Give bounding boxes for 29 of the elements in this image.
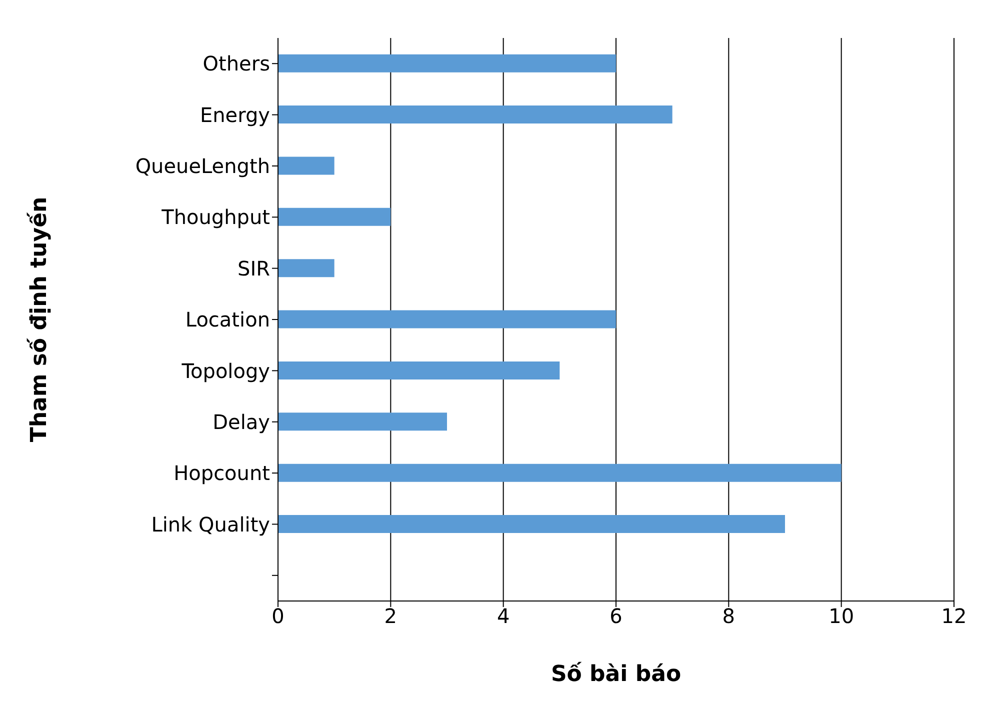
bar <box>278 361 560 380</box>
y-tick-label: Topology <box>180 358 270 383</box>
bar <box>278 464 842 482</box>
bar <box>278 412 447 431</box>
x-tick-label: 0 <box>272 604 284 628</box>
y-axis-title: Tham số định tuyến <box>26 196 52 442</box>
y-tick-label: SIR <box>238 256 270 280</box>
y-tick-label: Delay <box>212 410 270 434</box>
x-tick-label: 8 <box>722 604 736 628</box>
x-axis-title: Số bài báo <box>550 661 682 687</box>
bar <box>278 54 616 72</box>
y-tick-label: QueueLength <box>135 154 270 178</box>
x-tick-label: 12 <box>941 604 967 628</box>
x-tick-label: 4 <box>496 604 510 628</box>
bar <box>278 310 616 328</box>
y-tick-label: Location <box>185 308 270 332</box>
x-tick-label: 6 <box>610 604 622 628</box>
y-tick-label: Hopcount <box>174 461 270 486</box>
bar <box>278 515 785 534</box>
x-tick-label: 10 <box>828 604 854 628</box>
bar <box>278 208 391 226</box>
y-tick-label: Link Quality <box>151 512 270 536</box>
bar <box>278 106 672 124</box>
bar <box>278 156 334 175</box>
y-tick-label: Thoughput <box>160 205 270 230</box>
bar <box>278 259 334 278</box>
y-tick-label: Energy <box>200 102 270 127</box>
y-tick-label: Others <box>202 52 270 76</box>
x-tick-label: 2 <box>384 604 398 628</box>
